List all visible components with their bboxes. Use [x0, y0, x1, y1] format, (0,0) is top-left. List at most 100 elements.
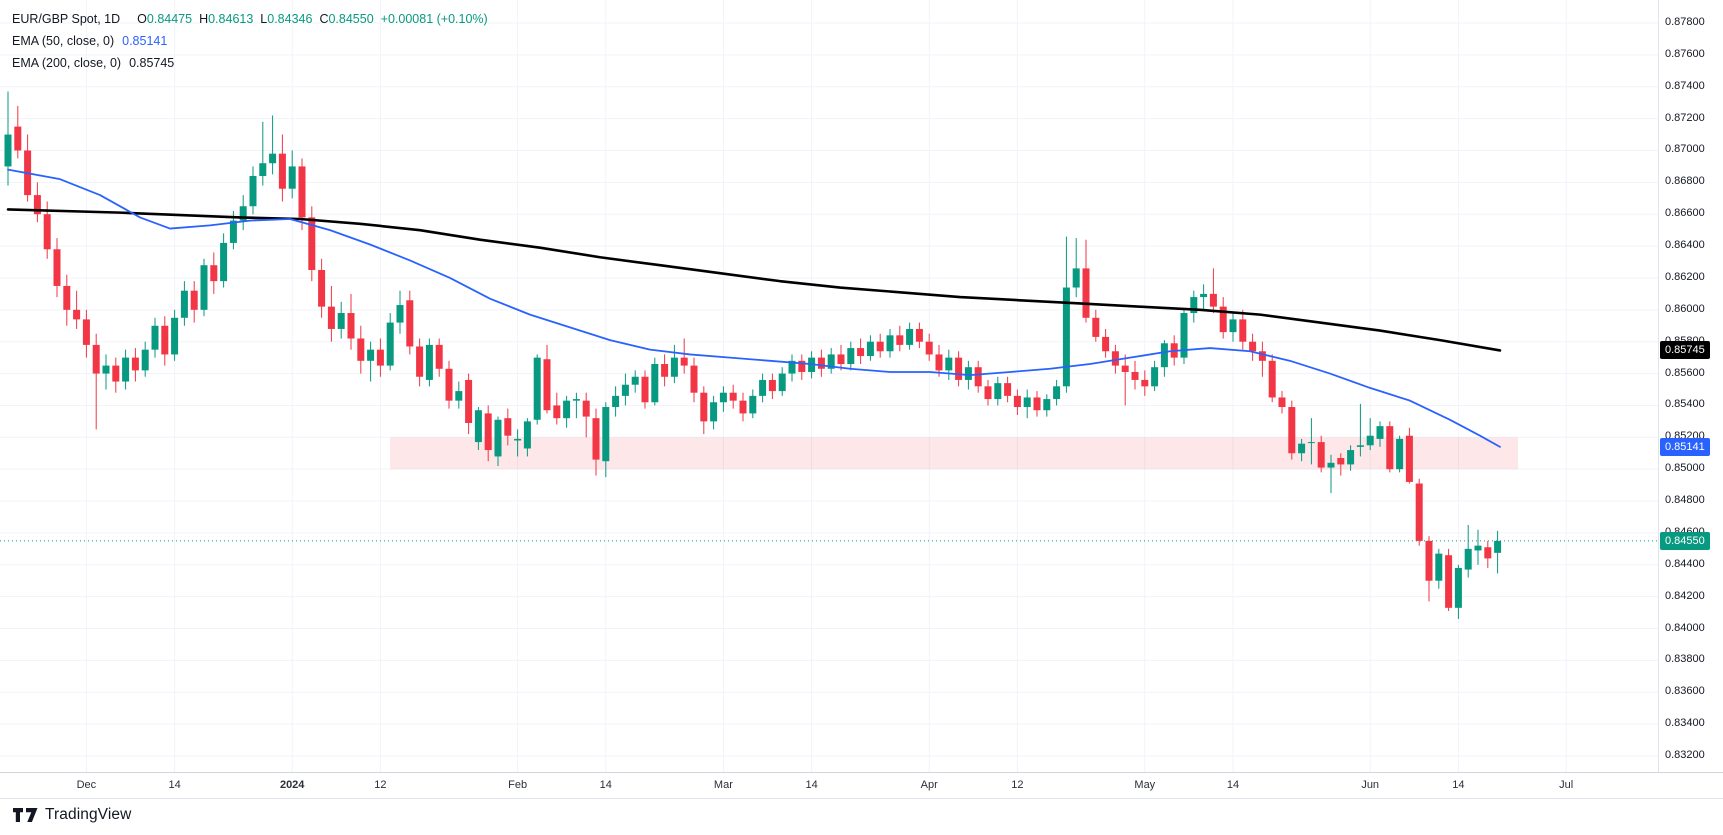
candle-up [523, 421, 531, 449]
legend-ema200-row[interactable]: EMA (200, close, 0) 0.85745 [12, 52, 488, 74]
candle-up [964, 367, 972, 380]
candle-down [1141, 379, 1149, 387]
candle-up [1376, 426, 1384, 439]
candlestick-chart-pane[interactable] [0, 0, 1658, 772]
candle-up [1494, 540, 1502, 553]
candle-down [73, 309, 81, 320]
candle-up [494, 419, 502, 457]
candle-up [612, 395, 620, 408]
candle-down [1082, 268, 1090, 318]
candle-up [866, 341, 874, 357]
legend-ema50-row[interactable]: EMA (50, close, 0) 0.85141 [12, 30, 488, 52]
close-value: 0.84550 [328, 12, 374, 26]
candle-up [994, 383, 1002, 400]
candle-down [1425, 540, 1433, 581]
x-axis-label: 12 [1011, 779, 1024, 791]
candle-down [896, 335, 904, 345]
candle-up [1366, 435, 1374, 446]
tradingview-attribution[interactable]: TradingView [13, 806, 131, 824]
y-axis-label: 0.86800 [1665, 175, 1705, 188]
candle-down [1415, 483, 1423, 541]
legend-symbol-row[interactable]: EUR/GBP Spot, 1D O0.84475 H0.84613 L0.84346… [12, 8, 488, 30]
y-axis-label: 0.85600 [1665, 366, 1705, 379]
candle-up [122, 357, 130, 382]
price-axis[interactable]: 0.87800 0.87600 0.87400 0.87200 0.87000 0.868… [1658, 0, 1723, 799]
candle-down [768, 379, 776, 392]
y-axis-label: 0.87800 [1665, 16, 1705, 28]
candle-wick [1330, 454, 1332, 494]
candle-up [670, 357, 678, 377]
candle-down [857, 348, 865, 357]
candle-down [1258, 351, 1266, 361]
time-axis[interactable]: Dec 14 2024 12 Feb 14 Mar 14 Apr 12 May 14 Jun 14 Jul [0, 772, 1723, 799]
symbol-title: EUR/GBP Spot, 1D [12, 12, 121, 26]
candle-up [249, 175, 257, 207]
price-badge: 0.85745 [1660, 341, 1710, 360]
y-axis-label: 0.87400 [1665, 79, 1705, 92]
candle-down [1092, 317, 1100, 337]
candle-up [1160, 343, 1168, 368]
candle-down [1111, 351, 1119, 366]
y-axis-label: 0.83800 [1665, 653, 1705, 666]
y-axis-label: 0.83400 [1665, 717, 1705, 730]
candle-down [1004, 383, 1012, 396]
candle-down [661, 364, 669, 377]
candle-down [1317, 442, 1325, 468]
y-axis-label: 0.86600 [1665, 207, 1705, 220]
candle-down [327, 306, 335, 329]
x-axis-label: 14 [1452, 779, 1465, 791]
change-value: +0.00081 (+0.10%) [380, 12, 488, 26]
candle-down [14, 126, 22, 151]
candle-up [847, 348, 855, 365]
candle-wick [1369, 418, 1371, 451]
candle-wick [517, 429, 519, 457]
candle-wick [1075, 238, 1077, 298]
x-axis-label: 14 [599, 779, 612, 791]
candle-down [278, 153, 286, 189]
candle-up [1356, 445, 1364, 447]
candle-down [582, 400, 590, 417]
price-axis-border [1658, 0, 1659, 799]
x-axis-label: 12 [374, 779, 387, 791]
candle-down [210, 265, 218, 282]
candle-up [337, 313, 345, 329]
candle-up [1023, 397, 1031, 408]
x-axis-label: 14 [805, 779, 818, 791]
candle-up [1307, 442, 1315, 444]
x-axis-label: 2024 [279, 779, 305, 791]
high-label: H [199, 12, 209, 26]
candle-wick [262, 121, 264, 186]
candle-down [1405, 435, 1413, 482]
candle-up [151, 325, 159, 350]
y-axis-label: 0.83200 [1665, 749, 1705, 761]
y-axis-label: 0.87200 [1665, 111, 1705, 124]
candle-down [445, 368, 453, 401]
y-axis-label: 0.85400 [1665, 398, 1705, 411]
candle-down [406, 300, 414, 347]
candle-down [131, 357, 139, 371]
candle-up [1298, 443, 1306, 454]
candle-down [161, 325, 169, 355]
candle-up [1347, 450, 1355, 465]
candle-up [259, 163, 267, 176]
high-value: 0.84613 [208, 12, 254, 26]
ema200-label: EMA (200, close, 0) [12, 56, 122, 70]
ema50-line [7, 168, 1501, 448]
candle-down [680, 357, 688, 366]
candle-down [33, 195, 41, 215]
x-axis-label: Jul [1559, 779, 1574, 791]
candle-down [63, 285, 71, 310]
candle-up [474, 410, 482, 443]
candle-down [53, 249, 61, 286]
low-value: 0.84346 [267, 12, 313, 26]
tradingview-logo-text: TradingView [45, 806, 132, 823]
x-axis-label: May [1134, 779, 1156, 791]
close-label: C [319, 12, 329, 26]
candle-down [729, 392, 737, 401]
candle-down [484, 413, 492, 451]
candle-down [817, 357, 825, 369]
candle-down [592, 418, 600, 460]
candle-up [533, 357, 541, 420]
candle-down [504, 418, 512, 436]
